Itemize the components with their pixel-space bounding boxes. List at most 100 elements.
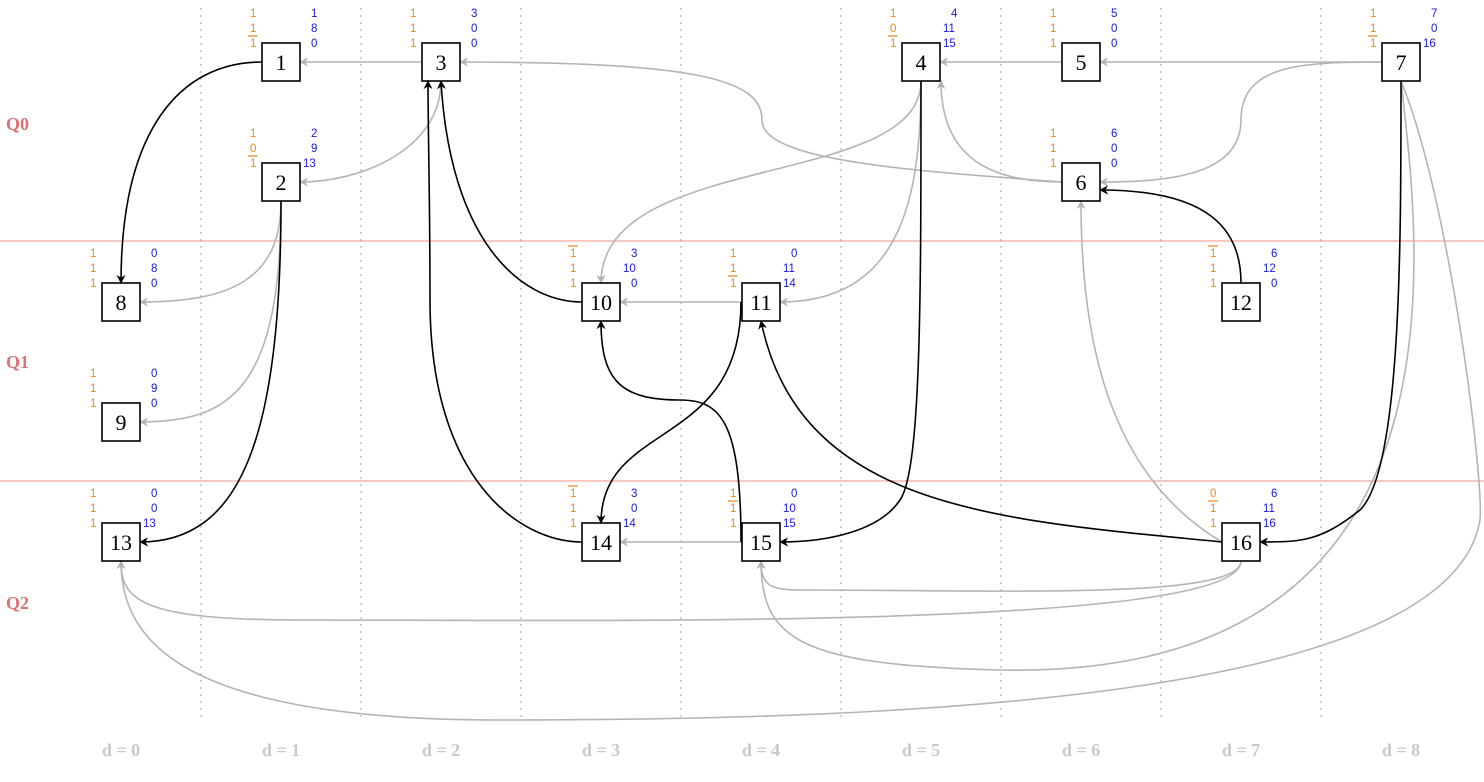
node-orange-value: 1: [410, 38, 416, 50]
node-orange-value: 1: [730, 248, 736, 260]
node-blue-value: 9: [151, 383, 157, 395]
node-blue-value: 3: [631, 488, 637, 500]
node-blue-value: 9: [311, 143, 317, 155]
node-box: [421, 42, 461, 82]
node-blue-value: 11: [943, 23, 955, 35]
edge-6-to-4: [936, 80, 1063, 183]
node-10: 10 1 1 1 3 10 0: [568, 245, 637, 322]
edge-10-to-3: [436, 80, 583, 303]
edge-4-to-15: [779, 80, 922, 547]
node-blue-value: 13: [143, 518, 156, 530]
node-orange-value: 1: [1050, 143, 1056, 155]
node-box: [1061, 42, 1101, 82]
node-orange-value: 1: [90, 368, 96, 380]
node-blue-value: 0: [151, 398, 157, 410]
column-label-d4: d = 4: [742, 740, 780, 760]
node-orange-value: 1: [1210, 263, 1216, 275]
node-blue-value: 0: [1111, 23, 1117, 35]
node-orange-value: 1: [1050, 158, 1056, 170]
node-orange-value: 1: [250, 158, 256, 170]
node-orange-value: 1: [730, 488, 736, 500]
edge-11-to-14: [596, 301, 742, 524]
node-orange-value: 1: [570, 518, 576, 530]
node-box: [101, 282, 141, 322]
grid: [0, 8, 1484, 720]
node-orange-value: 1: [1210, 278, 1216, 290]
node-blue-value: 1: [311, 8, 317, 20]
node-blue-value: 6: [1271, 248, 1277, 260]
node-blue-value: 0: [1271, 278, 1277, 290]
node-blue-value: 0: [631, 503, 637, 515]
node-orange-value: 1: [570, 278, 576, 290]
node-orange-value: 1: [410, 8, 416, 20]
node-label: 15: [750, 530, 772, 555]
node-4: 4 1 0 1 4 11 15: [888, 8, 958, 82]
node-label: 4: [916, 50, 927, 75]
node-box: [1221, 282, 1261, 322]
node-blue-value: 0: [151, 488, 157, 500]
node-label: 1: [276, 50, 287, 75]
nodes: 1111180210129133111300410141115511150061…: [90, 8, 1437, 562]
lane-label-q1: Q1: [6, 352, 29, 372]
edge-4-to-11: [779, 80, 922, 307]
node-label: 11: [750, 290, 771, 315]
edges: [116, 57, 1482, 721]
node-blue-value: 0: [631, 278, 637, 290]
node-blue-value: 3: [471, 8, 477, 20]
node-blue-value: 8: [151, 263, 157, 275]
node-8: 8 1 1 1 0 8 0: [90, 248, 157, 322]
edge-7-to-6: [1099, 61, 1383, 187]
node-box: [101, 522, 141, 562]
edge-1-to-8: [116, 61, 263, 284]
node-blue-value: 0: [311, 38, 317, 50]
node-blue-value: 0: [151, 368, 157, 380]
node-orange-value: 1: [1050, 8, 1056, 20]
node-blue-value: 5: [1111, 8, 1117, 20]
column-label-d1: d = 1: [262, 740, 300, 760]
column-label-d2: d = 2: [422, 740, 460, 760]
edge-7-to-15: [756, 80, 1415, 671]
node-label: 12: [1230, 290, 1252, 315]
edge-12-to-6: [1099, 185, 1242, 284]
node-label: 16: [1230, 530, 1252, 555]
node-blue-value: 10: [783, 503, 796, 515]
node-orange-value: 1: [90, 503, 96, 515]
node-3: 3 1 1 1 3 0 0: [410, 8, 477, 82]
node-blue-value: 16: [1423, 38, 1436, 50]
node-orange-value: 1: [730, 518, 736, 530]
column-label-d6: d = 6: [1062, 740, 1100, 760]
node-blue-value: 8: [311, 23, 317, 35]
node-orange-value: 1: [250, 128, 256, 140]
node-orange-value: 1: [570, 488, 576, 500]
node-orange-value: 1: [570, 503, 576, 515]
node-blue-value: 10: [623, 263, 636, 275]
node-box: [581, 522, 621, 562]
edge-2-to-8: [139, 200, 282, 307]
node-blue-value: 0: [1111, 158, 1117, 170]
edge-4-to-10: [596, 80, 922, 284]
edge-16-to-13: [116, 560, 1242, 622]
node-blue-value: 0: [151, 503, 157, 515]
edge-6-to-3: [459, 57, 1063, 183]
node-blue-value: 0: [471, 23, 477, 35]
node-orange-value: 1: [730, 263, 736, 275]
node-orange-value: 1: [1050, 128, 1056, 140]
node-blue-value: 16: [1263, 518, 1276, 530]
node-blue-value: 14: [783, 278, 796, 290]
node-orange-value: 1: [1370, 23, 1376, 35]
node-blue-value: 4: [951, 8, 958, 20]
node-orange-value: 1: [1210, 518, 1216, 530]
node-orange-value: 1: [90, 383, 96, 395]
node-5: 5 1 1 1 5 0 0: [1050, 8, 1117, 82]
node-blue-value: 0: [791, 248, 797, 260]
node-box: [741, 282, 781, 322]
edge-3-to-2: [299, 80, 442, 187]
node-12: 12 1 1 1 6 12 0: [1208, 245, 1277, 322]
node-box: [1061, 162, 1101, 202]
node-orange-value: 1: [90, 398, 96, 410]
node-blue-value: 13: [303, 158, 316, 170]
node-blue-value: 0: [151, 248, 157, 260]
node-label: 3: [436, 50, 447, 75]
node-box: [1381, 42, 1421, 82]
